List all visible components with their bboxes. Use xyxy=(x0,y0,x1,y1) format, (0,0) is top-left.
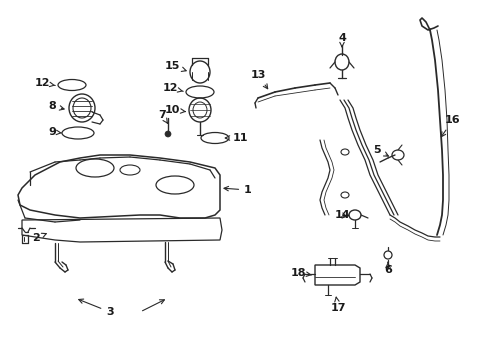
Text: 7: 7 xyxy=(158,110,167,123)
Text: 17: 17 xyxy=(329,297,345,313)
Text: 5: 5 xyxy=(372,145,387,156)
Text: 3: 3 xyxy=(79,299,114,317)
Text: 4: 4 xyxy=(337,33,345,47)
Text: 13: 13 xyxy=(250,70,267,89)
Ellipse shape xyxy=(76,159,114,177)
Text: 8: 8 xyxy=(48,101,64,111)
Text: 16: 16 xyxy=(440,115,460,137)
Text: 6: 6 xyxy=(383,262,391,275)
Text: 12: 12 xyxy=(34,78,55,88)
Ellipse shape xyxy=(120,165,140,175)
Text: 10: 10 xyxy=(164,105,185,115)
Text: 11: 11 xyxy=(225,133,247,143)
Ellipse shape xyxy=(164,131,171,137)
Text: 9: 9 xyxy=(48,127,61,137)
Text: 1: 1 xyxy=(224,185,251,195)
Text: 15: 15 xyxy=(164,61,186,71)
Ellipse shape xyxy=(156,176,194,194)
Text: 14: 14 xyxy=(333,210,349,220)
Text: 12: 12 xyxy=(162,83,183,93)
Text: 18: 18 xyxy=(290,268,311,278)
Text: 2: 2 xyxy=(32,233,46,243)
